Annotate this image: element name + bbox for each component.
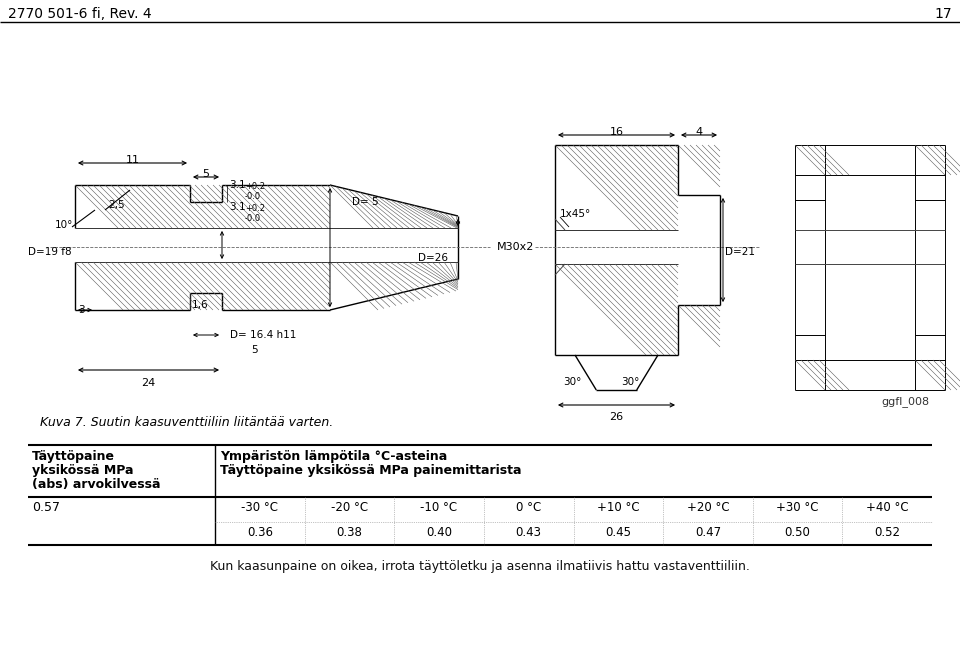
- Text: 5: 5: [252, 345, 258, 355]
- Text: 0.40: 0.40: [426, 526, 452, 539]
- Text: D=19 f8: D=19 f8: [28, 247, 72, 257]
- Text: 24: 24: [141, 378, 156, 388]
- Text: Ympäristön lämpötila °C-asteina: Ympäristön lämpötila °C-asteina: [220, 450, 447, 463]
- Text: D=21: D=21: [725, 247, 755, 257]
- Text: 3.1: 3.1: [229, 180, 246, 190]
- Text: +0.2: +0.2: [245, 204, 265, 213]
- Text: 5: 5: [203, 169, 209, 179]
- Text: 30°: 30°: [621, 377, 640, 387]
- Text: 0.50: 0.50: [784, 526, 810, 539]
- Text: 26: 26: [610, 412, 624, 422]
- Text: 3: 3: [78, 305, 84, 315]
- Text: M30x2: M30x2: [497, 242, 535, 252]
- Text: +30 °C: +30 °C: [777, 501, 819, 514]
- Text: -0.0: -0.0: [245, 192, 261, 201]
- Text: 1x45°: 1x45°: [560, 209, 591, 219]
- Text: 2,5: 2,5: [108, 200, 125, 210]
- Text: 0.45: 0.45: [606, 526, 632, 539]
- Text: -20 °C: -20 °C: [331, 501, 368, 514]
- Text: -10 °C: -10 °C: [420, 501, 458, 514]
- Text: 0.36: 0.36: [247, 526, 273, 539]
- Text: 10°: 10°: [55, 220, 73, 230]
- Text: 0.38: 0.38: [337, 526, 362, 539]
- Text: 0 °C: 0 °C: [516, 501, 541, 514]
- Text: 17: 17: [934, 7, 952, 21]
- Text: D= 16.4 h11: D= 16.4 h11: [230, 330, 297, 340]
- Text: -0.0: -0.0: [245, 214, 261, 223]
- Text: 3.1: 3.1: [229, 202, 246, 212]
- Text: 2770 501-6 fi, Rev. 4: 2770 501-6 fi, Rev. 4: [8, 7, 152, 21]
- Text: +20 °C: +20 °C: [686, 501, 730, 514]
- Text: +0.2: +0.2: [245, 182, 265, 191]
- Text: 11: 11: [126, 155, 139, 165]
- Text: 0.52: 0.52: [875, 526, 900, 539]
- Text: Kuva 7. Suutin kaasuventtiiliin liitäntää varten.: Kuva 7. Suutin kaasuventtiiliin liitäntä…: [40, 416, 333, 429]
- Text: 1,6: 1,6: [192, 300, 208, 310]
- Text: +40 °C: +40 °C: [866, 501, 908, 514]
- Text: Kun kaasunpaine on oikea, irrota täyttöletku ja asenna ilmatiivis hattu vastaven: Kun kaasunpaine on oikea, irrota täyttöl…: [210, 560, 750, 573]
- Text: 0.43: 0.43: [516, 526, 541, 539]
- Text: 30°: 30°: [563, 377, 582, 387]
- Text: 0.57: 0.57: [32, 501, 60, 514]
- Text: 0.47: 0.47: [695, 526, 721, 539]
- Text: Täyttöpaine: Täyttöpaine: [32, 450, 115, 463]
- Text: (abs) arvokilvessä: (abs) arvokilvessä: [32, 478, 160, 491]
- Text: +10 °C: +10 °C: [597, 501, 639, 514]
- Text: D=26: D=26: [418, 253, 448, 263]
- Text: yksikössä MPa: yksikössä MPa: [32, 464, 133, 477]
- Text: D= 5: D= 5: [352, 197, 378, 207]
- Text: 16: 16: [610, 127, 623, 137]
- Text: 4: 4: [695, 127, 703, 137]
- Text: Täyttöpaine yksikössä MPa painemittarista: Täyttöpaine yksikössä MPa painemittarist…: [220, 464, 521, 477]
- Text: -30 °C: -30 °C: [241, 501, 278, 514]
- Text: ggfl_008: ggfl_008: [882, 396, 930, 407]
